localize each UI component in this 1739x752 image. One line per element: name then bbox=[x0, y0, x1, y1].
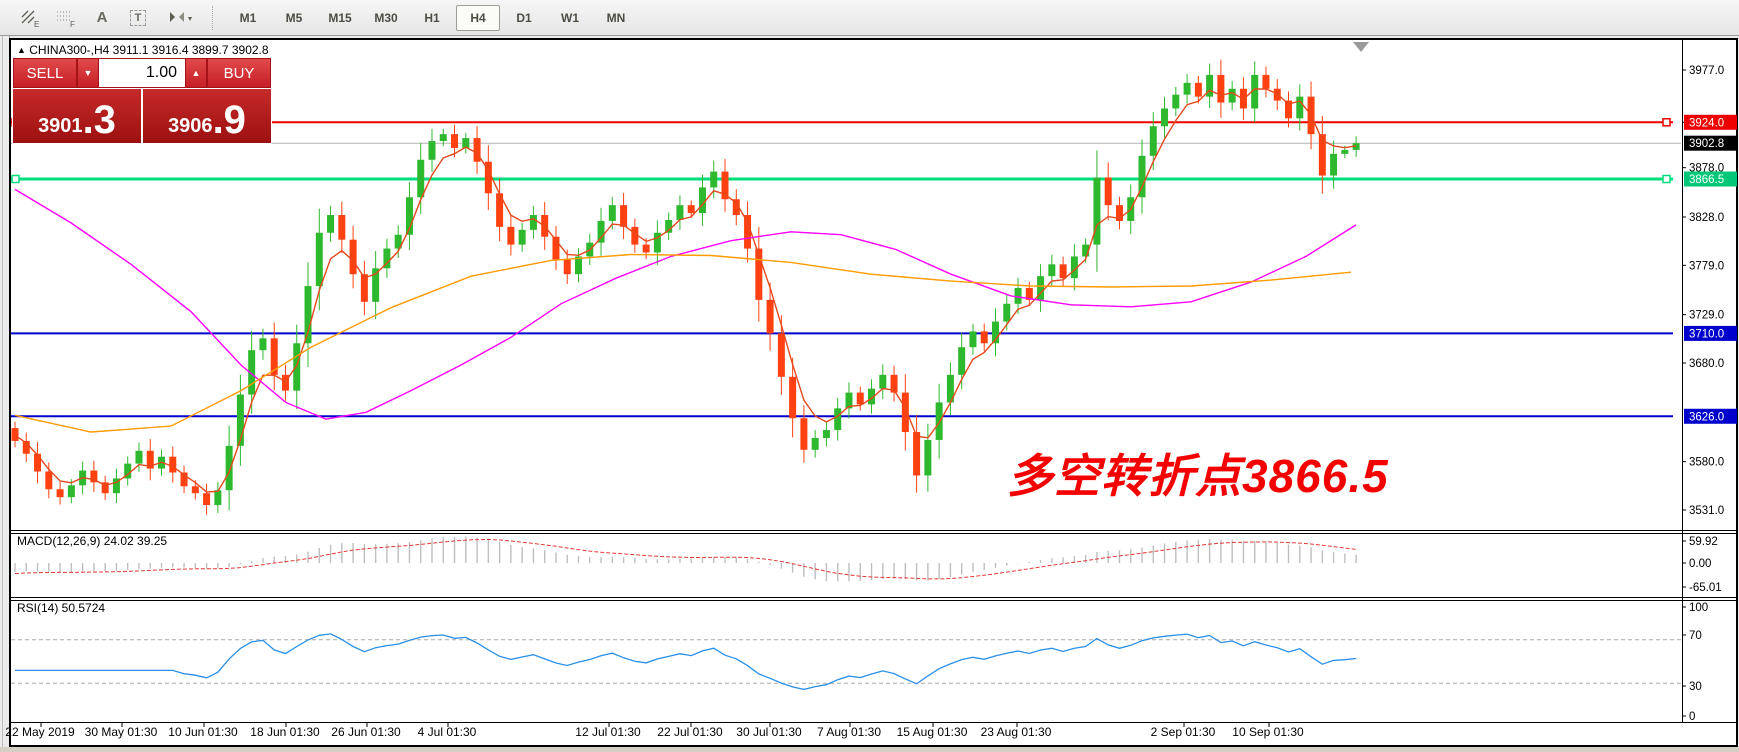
text-label-icon[interactable]: A bbox=[96, 9, 108, 26]
svg-text:0: 0 bbox=[1689, 711, 1695, 723]
time-axis-label: 10 Jun 01:30 bbox=[168, 725, 238, 739]
timeframe-button-mn[interactable]: MN bbox=[606, 10, 626, 25]
ohlc-readout: 3911.1 3916.4 3899.7 3902.8 bbox=[112, 43, 269, 57]
svg-text:3729.0: 3729.0 bbox=[1689, 310, 1724, 322]
chart-shift-marker[interactable] bbox=[1353, 42, 1369, 52]
timeframe-button-d1[interactable]: D1 bbox=[516, 10, 532, 25]
toolbar-separator bbox=[212, 5, 214, 30]
svg-text:3902.8: 3902.8 bbox=[1689, 138, 1724, 150]
svg-text:59.92: 59.92 bbox=[1689, 536, 1718, 548]
fibonacci-grid-icon[interactable]: F bbox=[50, 4, 82, 32]
buy-price-frac: .9 bbox=[212, 98, 246, 142]
sell-price-display[interactable]: 3901 .3 bbox=[13, 89, 141, 143]
time-axis-label: 30 Jul 01:30 bbox=[736, 725, 802, 739]
time-axis-label: 22 May 2019 bbox=[5, 725, 75, 739]
time-axis-label: 10 Sep 01:30 bbox=[1232, 725, 1304, 739]
svg-text:0.00: 0.00 bbox=[1689, 558, 1711, 570]
timeframe-bar: M1 M5 M15 M30 H1 H4 D1 W1 MN bbox=[226, 4, 638, 31]
ma-fast-line bbox=[14, 88, 1357, 493]
time-axis-label: 22 Jul 01:30 bbox=[657, 725, 723, 739]
timeframe-button-m15[interactable]: M15 bbox=[328, 10, 352, 25]
macd-signal-line bbox=[14, 538, 1357, 580]
macd-histogram bbox=[14, 536, 1357, 582]
svg-text:100: 100 bbox=[1689, 602, 1708, 614]
price-axis[interactable]: 3977.03924.03878.03828.03779.03729.03680… bbox=[1682, 65, 1737, 723]
svg-text:70: 70 bbox=[1689, 630, 1702, 642]
time-axis-label: 7 Aug 01:30 bbox=[816, 725, 882, 739]
rsi-label: RSI(14) 50.5724 bbox=[17, 601, 105, 615]
timeframe-button-h4[interactable]: H4 bbox=[456, 4, 500, 31]
time-axis-label: 23 Aug 01:30 bbox=[980, 725, 1052, 739]
buy-button[interactable]: BUY bbox=[207, 58, 271, 88]
svg-text:3680.0: 3680.0 bbox=[1689, 358, 1724, 370]
svg-text:-65.01: -65.01 bbox=[1689, 582, 1722, 594]
time-axis-label: 12 Jul 01:30 bbox=[575, 725, 641, 739]
time-axis-label: 4 Jul 01:30 bbox=[417, 725, 477, 739]
ma-medium-line bbox=[14, 188, 1357, 420]
window-bottom-edge bbox=[0, 747, 1739, 752]
time-axis-label: 26 Jun 01:30 bbox=[331, 725, 401, 739]
horizontal-level-lines[interactable] bbox=[11, 118, 1673, 418]
svg-text:3531.0: 3531.0 bbox=[1689, 505, 1724, 517]
timeframe-button-m1[interactable]: M1 bbox=[239, 10, 257, 25]
timeframe-button-m30[interactable]: M30 bbox=[374, 10, 398, 25]
text-box-icon[interactable]: T bbox=[122, 4, 154, 32]
time-axis-label: 18 Jun 01:30 bbox=[250, 725, 320, 739]
time-axis-label: 15 Aug 01:30 bbox=[896, 725, 968, 739]
sell-button[interactable]: SELL bbox=[13, 58, 77, 88]
buy-price-main: 3906 bbox=[168, 115, 213, 137]
svg-text:3779.0: 3779.0 bbox=[1689, 260, 1724, 272]
colors-cycle-icon[interactable] bbox=[158, 4, 200, 32]
chart-window: MACD(12,26,9) 24.02 39.25 RSI(14) 50.5724… bbox=[9, 38, 1738, 747]
collapse-triangle-icon[interactable]: ▲ bbox=[17, 45, 26, 55]
svg-text:3977.0: 3977.0 bbox=[1689, 65, 1724, 77]
timeframe-button-w1[interactable]: W1 bbox=[561, 10, 579, 25]
svg-text:3828.0: 3828.0 bbox=[1689, 212, 1724, 224]
svg-text:F: F bbox=[70, 20, 75, 28]
time-axis-label: 2 Sep 01:30 bbox=[1150, 725, 1216, 739]
chart-canvas[interactable]: MACD(12,26,9) 24.02 39.25 RSI(14) 50.5724… bbox=[10, 39, 1737, 746]
sell-price-main: 3901 bbox=[38, 115, 83, 137]
volume-input[interactable] bbox=[99, 58, 185, 88]
chart-toolbar: E F A T M1 M5 M15 M30 H1 H4 D1 W1 MN bbox=[0, 0, 1739, 36]
macd-label: MACD(12,26,9) 24.02 39.25 bbox=[17, 534, 167, 548]
sell-price-frac: .3 bbox=[82, 98, 116, 142]
volume-increase-button[interactable]: ▲ bbox=[185, 58, 207, 88]
elliott-waves-icon[interactable]: E bbox=[14, 4, 46, 32]
timeframe-button-m5[interactable]: M5 bbox=[285, 10, 303, 25]
svg-text:3710.0: 3710.0 bbox=[1689, 328, 1724, 340]
rsi-line bbox=[15, 633, 1357, 691]
chart-title: ▲ CHINA300-,H4 3911.1 3916.4 3899.7 3902… bbox=[17, 43, 269, 57]
svg-text:3580.0: 3580.0 bbox=[1689, 457, 1724, 469]
svg-text:E: E bbox=[34, 20, 39, 28]
chart-text-annotation[interactable]: 多空转折点3866.5 bbox=[1007, 450, 1389, 502]
svg-text:3626.0: 3626.0 bbox=[1689, 411, 1724, 423]
one-click-trade-panel: SELL ▼ ▲ BUY 3901 .3 3906 .9 bbox=[12, 57, 272, 144]
svg-text:3924.0: 3924.0 bbox=[1689, 117, 1724, 129]
volume-decrease-button[interactable]: ▼ bbox=[77, 58, 99, 88]
svg-text:3866.5: 3866.5 bbox=[1689, 174, 1724, 186]
buy-price-display[interactable]: 3906 .9 bbox=[143, 89, 271, 143]
svg-text:30: 30 bbox=[1689, 681, 1702, 693]
ma-slow-line bbox=[14, 253, 1352, 433]
time-axis-label: 30 May 01:30 bbox=[84, 725, 158, 739]
timeframe-button-h1[interactable]: H1 bbox=[424, 10, 440, 25]
symbol-name: CHINA300-,H4 bbox=[29, 43, 110, 57]
